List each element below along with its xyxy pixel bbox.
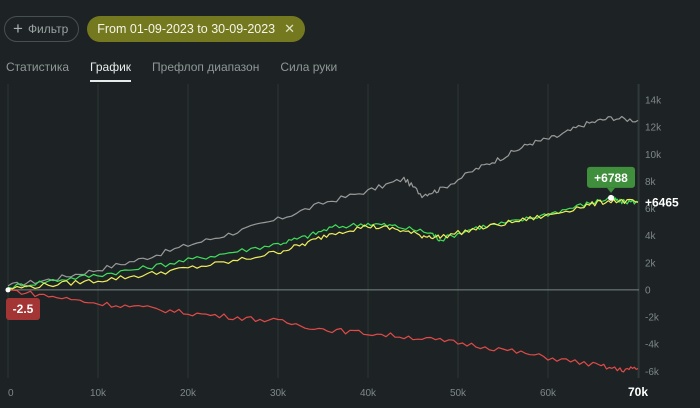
peak-label: +6788 [594,171,628,185]
filter-button[interactable]: + Фильтр [4,16,80,42]
start-badge-bg [6,298,40,320]
y-tick-label: 10k [645,150,662,161]
date-range-chip[interactable]: From 01-09-2023 to 30-09-2023 ✕ [87,16,306,42]
start-label: -2.5 [13,302,34,316]
filter-toolbar: + Фильтр From 01-09-2023 to 30-09-2023 ✕ [4,16,306,42]
y-tick-label: 14k [645,96,662,107]
y-tick-label: 4k [645,231,657,242]
peak-badge-bg [587,166,635,188]
series-line [7,196,639,290]
x-tick-label: 60k [540,388,557,399]
series-line [7,115,639,287]
y-tick-label: 2k [645,258,657,269]
filter-button-label: Фильтр [27,22,69,36]
start-badge: -2.5 [6,298,40,320]
x-tick-label: 20k [180,388,197,399]
y-tick-label: -2k [645,313,660,324]
tab-bar: Статистика График Префлоп диапазон Сила … [6,60,358,82]
date-range-label: From 01-09-2023 to 30-09-2023 [97,22,276,36]
x-tick-label: 50k [450,388,467,399]
series-line [7,198,639,290]
x-tick-label-current: 70k [628,385,648,399]
tab-graph[interactable]: График [90,60,132,82]
tab-statistics[interactable]: Статистика [6,60,70,74]
x-tick-label: 40k [360,388,377,399]
close-icon[interactable]: ✕ [284,21,296,36]
y-tick-label: 12k [645,123,662,134]
x-tick-label: 10k [90,388,107,399]
start-point [5,287,11,293]
y-tick-label: 8k [645,177,657,188]
end-value-label: +6465 [645,195,679,209]
tab-hand-strength[interactable]: Сила руки [280,60,338,74]
x-tick-label: 30k [270,388,287,399]
y-tick-label: -6k [645,367,660,378]
y-tick-label: -4k [645,340,660,351]
y-tick-label: 0 [645,285,651,296]
tab-preflop-range[interactable]: Префлоп диапазон [152,60,260,74]
peak-badge-pointer [607,187,615,193]
plus-icon: + [13,19,23,38]
peak-badge: +6788 [587,166,635,193]
peak-point [608,194,614,201]
x-tick-label: 0 [8,388,14,399]
y-tick-label: 6k [645,204,657,215]
series-line [7,289,639,373]
